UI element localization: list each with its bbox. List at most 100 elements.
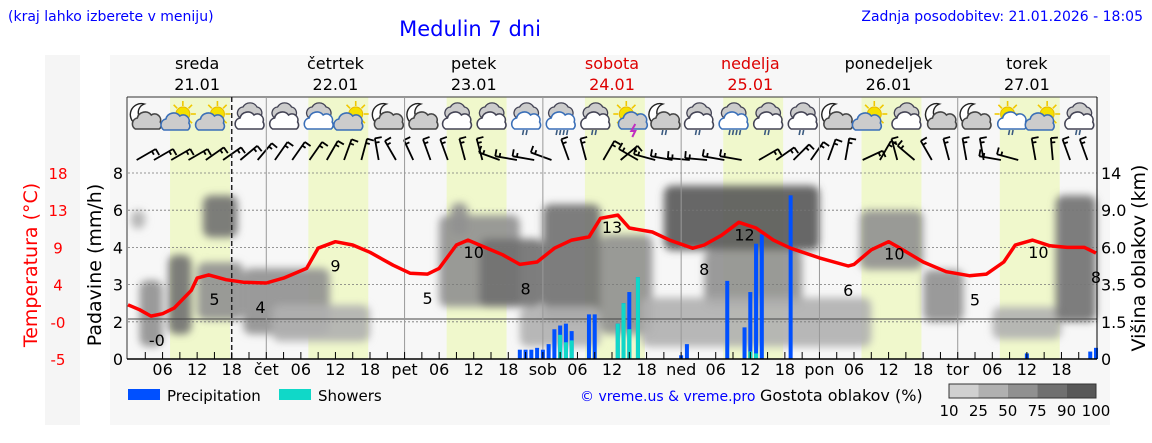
wind-feather	[268, 145, 273, 150]
wind-feather	[1032, 141, 1037, 144]
precip-bar	[586, 314, 591, 359]
hour-label: 18	[775, 360, 795, 379]
wind-barb	[827, 138, 843, 161]
cloud-shape	[373, 111, 405, 130]
wind-feather	[848, 141, 853, 145]
wind-feather	[375, 141, 380, 144]
wind-feather	[900, 145, 905, 150]
hour-label: 18	[222, 360, 242, 379]
moon-cloud-icon	[924, 102, 958, 130]
precip-bar	[759, 234, 764, 359]
wind-feather	[581, 141, 586, 144]
cloud-shape	[441, 111, 473, 130]
wind-feather	[202, 150, 207, 156]
wind-staff	[879, 140, 892, 161]
sun-cloud-icon	[194, 101, 231, 131]
wind-barb	[529, 145, 552, 161]
wind-feather	[351, 138, 359, 143]
wind-feather	[424, 141, 429, 145]
hour-label: 06	[982, 360, 1002, 379]
wind-staff	[170, 148, 191, 161]
wind-feather	[944, 141, 949, 144]
wind-feather	[773, 150, 777, 156]
sun-cloud-icon	[851, 101, 888, 131]
wind-feather	[253, 148, 258, 153]
temperature-tick: 18	[48, 165, 67, 183]
showers-bar	[569, 340, 574, 359]
rain-drop	[594, 129, 598, 136]
wind-barb	[775, 146, 799, 161]
wind-barb	[205, 146, 229, 161]
wind-feather	[1031, 136, 1039, 140]
wind-staff	[942, 138, 950, 161]
wind-barb	[343, 138, 359, 161]
credit-link[interactable]: © vreme.us & vreme.pro	[580, 389, 755, 405]
wind-feather	[223, 146, 229, 154]
wind-feather	[962, 136, 970, 140]
temperature-label: 12	[734, 225, 754, 244]
cloud-shape	[476, 111, 507, 130]
wind-staff	[136, 148, 157, 161]
cloud-rain-icon	[1064, 102, 1095, 136]
rain-drop	[555, 129, 558, 136]
axes: -5 0 0 -0 2 1.5 4 3 3.5 9 4 6.0 13 6 9.0 18 8 14 06 12 18 čet…	[48, 97, 1126, 379]
wind-feather	[637, 151, 641, 156]
cloud-icon	[891, 102, 922, 130]
cloud-heavy-rain-icon	[718, 102, 749, 136]
wind-feather	[240, 146, 246, 154]
wind-feather	[1050, 136, 1058, 139]
wind-feather	[460, 141, 465, 144]
wind-staff	[579, 138, 587, 161]
sun-ray	[345, 104, 351, 109]
cloud-density-cell	[202, 195, 238, 238]
wind-barb	[890, 136, 899, 161]
showers-bar	[615, 323, 620, 359]
cloud-height-tick: 3.5	[1101, 276, 1126, 295]
last-updated: Zadnja posodobitev: 21.01.2026 - 18:05	[861, 9, 1143, 25]
wind-barb	[439, 136, 449, 161]
wind-feather	[284, 144, 289, 149]
wind-barb	[844, 137, 857, 161]
cloud-shape	[160, 112, 191, 131]
wind-feather	[236, 149, 241, 154]
wind-feather	[649, 149, 653, 157]
showers-bar	[627, 329, 632, 359]
sun-rain-icon	[994, 101, 1028, 136]
wind-feather	[808, 143, 815, 151]
location-hint[interactable]: (kraj lahko izberete v meniju)	[8, 9, 214, 25]
wind-feather	[849, 137, 857, 141]
temperature-line	[127, 213, 1097, 318]
day-date: 24.01	[589, 75, 635, 94]
rain-drop	[698, 129, 701, 136]
wind-feather	[980, 141, 985, 144]
wind-staff	[996, 153, 1019, 161]
wind-feather	[422, 136, 430, 141]
wind-barb	[942, 136, 951, 161]
temperature-axis-title: Temperatura (°C)	[20, 183, 42, 348]
wind-feather	[516, 152, 519, 158]
temperature-label: 8	[699, 260, 709, 279]
wind-feather	[534, 149, 538, 155]
wind-staff	[478, 151, 500, 161]
cloud-shape	[234, 111, 265, 130]
precip-bar	[552, 329, 557, 359]
wind-feather	[478, 145, 483, 153]
wind-feather	[441, 141, 446, 145]
wind-barb	[920, 136, 933, 161]
wind-feather	[978, 149, 982, 157]
rain-drop	[738, 129, 742, 136]
cloud-density-cell	[139, 280, 163, 347]
day-date: 25.01	[727, 75, 773, 94]
sun-cloud-icon	[1024, 101, 1061, 131]
wind-feather	[562, 141, 567, 145]
rain-drop	[558, 129, 562, 136]
wind-barb	[326, 140, 345, 161]
wind-barb	[633, 147, 656, 161]
wind-feather	[979, 136, 987, 140]
cloud-density-cell	[992, 306, 1062, 340]
hour-label: 12	[464, 360, 484, 379]
colorbar-step	[949, 384, 979, 398]
wind-feather	[337, 140, 345, 146]
day-date: 27.01	[1004, 75, 1050, 94]
colorbar-step	[1037, 384, 1067, 398]
